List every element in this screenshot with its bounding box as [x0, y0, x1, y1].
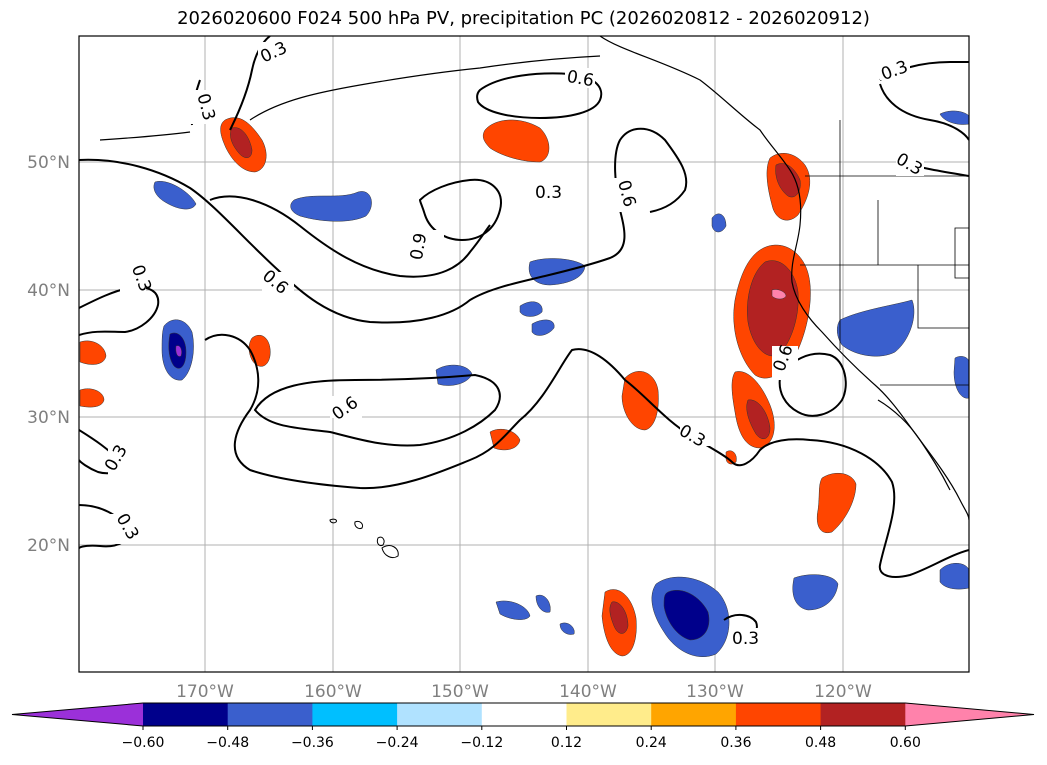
hawaiian-islands	[329, 518, 399, 559]
precip-patch-neg-15	[939, 563, 969, 590]
lat-label: 40°N	[27, 281, 70, 301]
pv-contour-06-mid	[209, 195, 491, 278]
precip-patch-west-2	[79, 388, 105, 408]
colorbar-bin	[820, 703, 906, 726]
lon-label: 140°W	[559, 682, 617, 702]
colorbar-tick-label: −0.12	[460, 735, 503, 751]
precip-patch-neg-5	[519, 301, 543, 317]
svg-text:0.3: 0.3	[535, 183, 562, 203]
colorbar-extend-low	[12, 703, 143, 726]
colorbar-tick-label: −0.60	[122, 735, 165, 751]
lon-label: 130°W	[686, 682, 744, 702]
colorbar-bin	[566, 703, 652, 726]
precip-patch-neg-16	[953, 356, 969, 399]
precip-patch-mid-3	[489, 429, 521, 451]
precip-patch-south-1-core	[609, 601, 629, 634]
lat-label: 50°N	[27, 153, 70, 173]
precip-patch-neg-2	[290, 191, 372, 222]
map-border	[78, 35, 970, 673]
pv-contour-06-east	[778, 352, 847, 417]
colorbar-bin	[397, 703, 483, 726]
coast-aleutians	[99, 131, 191, 141]
precip-patch-bc-core	[775, 163, 801, 198]
svg-text:0.3: 0.3	[732, 629, 759, 649]
contour-label: 0.3	[185, 90, 219, 124]
precip-patch-aleutian-core	[230, 127, 253, 158]
pv-contour-03-north	[79, 286, 160, 336]
pv-contour-03-south	[204, 333, 969, 578]
colorbar-tick-label: 0.60	[890, 735, 921, 751]
precip-patch-mid-4	[816, 472, 857, 534]
svg-text:0.9: 0.9	[407, 232, 431, 262]
contour-label: 0.6	[565, 67, 595, 91]
colorbar-bin	[143, 703, 229, 726]
precip-patch-small-1	[725, 450, 737, 465]
precip-patch-neg-9	[837, 299, 915, 357]
colorbar: −0.60 −0.48 −0.36 −0.24 −0.12 0.12 0.24 0.36 0.4…	[11, 702, 1035, 751]
pv-contour-03-main	[79, 127, 688, 324]
contour-label: 0.9	[407, 230, 444, 264]
colorbar-bin	[312, 703, 398, 726]
contour-label: 0.3	[533, 182, 565, 203]
colorbar-tick-label: −0.36	[291, 735, 334, 751]
precip-patch-mid-2-core	[746, 399, 771, 440]
precip-patch-neg-3-peak	[175, 345, 182, 357]
precip-patch-neg-14	[559, 622, 575, 635]
precip-positive-patches	[79, 117, 857, 657]
colorbar-tick-label: −0.24	[376, 735, 419, 751]
precip-patch-north	[482, 119, 550, 163]
precip-patch-neg-8	[711, 213, 727, 233]
precip-patch-neg-13	[535, 594, 551, 613]
pv-contour-06-south	[253, 373, 501, 447]
coast-baja	[877, 399, 951, 491]
colorbar-tick-label: 0.24	[636, 735, 667, 751]
colorbar-bin	[651, 703, 737, 726]
colorbar-tick-label: 0.36	[720, 735, 751, 751]
coast-north-america	[599, 36, 969, 521]
map-title: 2026020600 F024 500 hPa PV, precipitatio…	[177, 8, 870, 29]
precip-patch-neg-17	[939, 110, 969, 125]
precip-patch-california-peak	[771, 289, 787, 300]
lat-label: 30°N	[27, 408, 70, 428]
svg-text:0.6: 0.6	[565, 67, 595, 91]
contour-label: 0.3	[892, 149, 925, 180]
precip-patch-neg-12	[495, 600, 531, 620]
border-state-5	[954, 227, 969, 279]
colorbar-tick-label: 0.12	[551, 735, 582, 751]
lat-axis-labels: 50°N 40°N 30°N 20°N	[27, 153, 70, 556]
lon-label: 170°W	[176, 682, 234, 702]
precip-patch-west-1	[79, 340, 107, 365]
colorbar-tick-label: 0.48	[805, 735, 836, 751]
border-state-4	[917, 265, 969, 329]
precip-patch-neg-7	[435, 364, 473, 386]
colorbar-bin	[481, 703, 567, 726]
colorbar-bin	[227, 703, 313, 726]
contour-label: 0.3	[730, 628, 762, 649]
lon-label: 150°W	[431, 682, 489, 702]
lon-label: 160°W	[304, 682, 362, 702]
lon-axis-labels: 170°W 160°W 150°W 140°W 130°W 120°W	[176, 682, 872, 702]
pv-contour-06-north	[476, 72, 603, 120]
precip-negative-patches	[153, 110, 969, 658]
pv-contour-03-loop	[418, 178, 502, 242]
contour-labels: 0.3 0.3 0.6 0.3 0.6 0.9 0.3 0.6 0.3 0.6 …	[101, 38, 926, 649]
colorbar-bin	[735, 703, 822, 726]
precip-patch-neg-6	[531, 319, 555, 336]
precip-patch-neg-11	[792, 574, 839, 611]
lat-label: 20°N	[27, 536, 70, 556]
coast-alaska-peninsula	[249, 55, 601, 121]
precip-patch-neg-10-core	[663, 590, 710, 641]
colorbar-extend-high	[905, 703, 1034, 726]
lon-label: 120°W	[814, 682, 872, 702]
contour-label: 0.6	[770, 342, 798, 380]
borders	[800, 120, 969, 386]
precip-patch-neg-1	[153, 181, 197, 210]
colorbar-tick-label: −0.48	[206, 735, 249, 751]
pv-contour-03-east	[879, 83, 969, 141]
coastlines	[99, 36, 969, 521]
